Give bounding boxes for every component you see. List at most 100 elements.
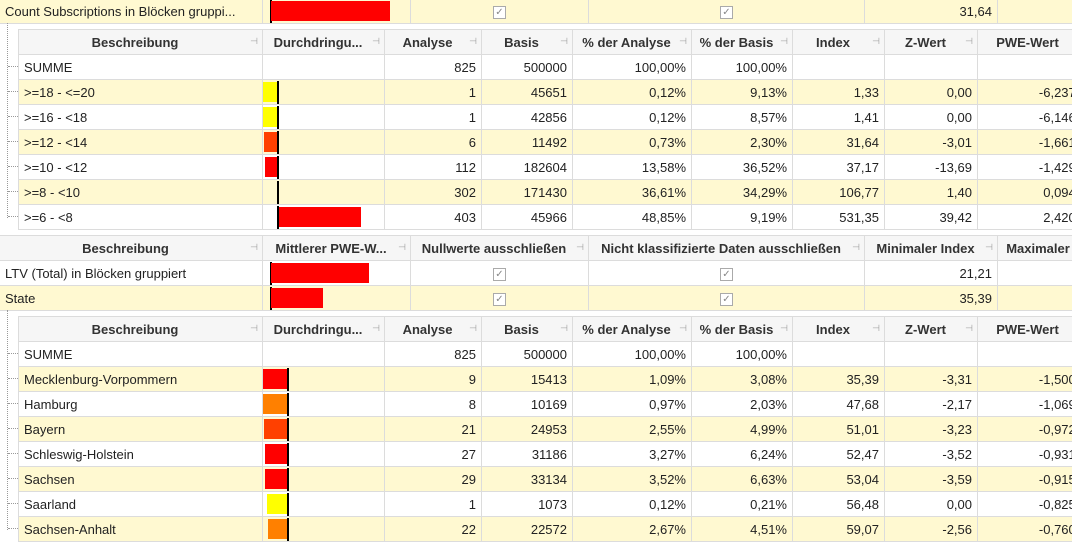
pin-icon[interactable]: ⊣ bbox=[985, 242, 993, 252]
row-label: Count Subscriptions in Blöcken gruppi... bbox=[0, 0, 263, 24]
bar-cell bbox=[262, 516, 385, 542]
column-header[interactable]: Minimaler Index ⊣ bbox=[864, 235, 998, 261]
pin-icon[interactable]: ⊣ bbox=[372, 36, 380, 46]
table-row[interactable]: Schleswig-Holstein 27 31186 3,27% 6,24% 52,47… bbox=[18, 441, 1072, 467]
checkbox-cell: ✓ bbox=[588, 0, 865, 24]
table-row[interactable]: >=10 - <12 112 182604 13,58% 36,52% 37,17 -13,… bbox=[18, 154, 1072, 180]
checkbox[interactable]: ✓ bbox=[720, 292, 733, 306]
min-index-cell: 31,64 bbox=[864, 0, 998, 24]
bar-axis bbox=[277, 156, 279, 179]
penetration-bar bbox=[266, 494, 287, 514]
column-header[interactable]: Mittlerer PWE-W... ⊣ bbox=[262, 235, 411, 261]
z-wert-cell: -2,17 bbox=[884, 391, 978, 417]
column-header[interactable]: Beschreibung ⊣ bbox=[18, 316, 263, 342]
table-row[interactable]: >=8 - <10 302 171430 36,61% 34,29% 106,77 1,40… bbox=[18, 179, 1072, 205]
column-header-label: % der Analyse bbox=[582, 321, 671, 337]
column-header[interactable]: % der Analyse ⊣ bbox=[572, 29, 692, 55]
analyse-cell: 302 bbox=[384, 179, 482, 205]
analyse-cell: 21 bbox=[384, 416, 482, 442]
pct-analyse-cell: 2,55% bbox=[572, 416, 692, 442]
pin-icon[interactable]: ⊣ bbox=[965, 36, 973, 46]
table-row[interactable]: >=16 - <18 1428560,12%8,57%1,410,00-6,146… bbox=[18, 104, 1072, 130]
pin-icon[interactable]: ⊣ bbox=[469, 323, 477, 333]
column-header[interactable]: PWE-Wert⊣ bbox=[977, 316, 1072, 342]
outer-row[interactable]: LTV (Total) in Blöcken gruppiert ✓ ✓ 21,21 bbox=[0, 260, 1072, 286]
column-header[interactable]: PWE-Wert⊣ bbox=[977, 29, 1072, 55]
table-row[interactable]: SUMME 825 500000 100,00% 100,00% bbox=[18, 54, 1072, 80]
bar-cell bbox=[262, 0, 411, 24]
pin-icon[interactable]: ⊣ bbox=[965, 323, 973, 333]
outer-row[interactable]: Count Subscriptions in Blöcken gruppi...… bbox=[0, 0, 1072, 24]
pin-icon[interactable]: ⊣ bbox=[250, 242, 258, 252]
pin-icon[interactable]: ⊣ bbox=[872, 36, 880, 46]
column-header[interactable]: Analyse ⊣ bbox=[384, 29, 482, 55]
z-wert-cell: 0,00 bbox=[884, 491, 978, 517]
column-header[interactable]: Durchdringu... ⊣ bbox=[262, 29, 385, 55]
pin-icon[interactable]: ⊣ bbox=[780, 323, 788, 333]
checkbox-cell: ✓ bbox=[410, 0, 589, 24]
table-row[interactable]: Mecklenburg-Vorpommern 9 15413 1,09% 3,08% 35… bbox=[18, 366, 1072, 392]
tree-connector bbox=[8, 478, 18, 479]
pin-icon[interactable]: ⊣ bbox=[576, 242, 584, 252]
pin-icon[interactable]: ⊣ bbox=[780, 36, 788, 46]
tree-line bbox=[7, 310, 8, 530]
pct-analyse-cell: 36,61% bbox=[572, 179, 692, 205]
pin-icon[interactable]: ⊣ bbox=[679, 323, 687, 333]
checkbox[interactable]: ✓ bbox=[493, 267, 506, 281]
column-header[interactable]: Durchdringu... ⊣ bbox=[262, 316, 385, 342]
pwe-wert-cell: -1,0698 bbox=[977, 391, 1072, 417]
pin-icon[interactable]: ⊣ bbox=[872, 323, 880, 333]
z-wert-cell bbox=[884, 54, 978, 80]
table-row[interactable]: >=6 - <8 403 45966 48,85% 9,19% 531,35 39,42 2,… bbox=[18, 204, 1072, 230]
column-header[interactable]: Analyse ⊣ bbox=[384, 316, 482, 342]
column-header[interactable]: Maximaler⊣ bbox=[997, 235, 1072, 261]
column-header[interactable]: Index ⊣ bbox=[792, 316, 885, 342]
column-header[interactable]: % der Basis ⊣ bbox=[691, 316, 793, 342]
column-header[interactable]: % der Basis ⊣ bbox=[691, 29, 793, 55]
column-header[interactable]: Beschreibung ⊣ bbox=[0, 235, 263, 261]
column-header[interactable]: Basis ⊣ bbox=[481, 316, 573, 342]
column-header[interactable]: % der Analyse ⊣ bbox=[572, 316, 692, 342]
table-row[interactable]: >=12 - <14 6 11492 0,73% 2,30% 31,64 -3,01 -1,6… bbox=[18, 129, 1072, 155]
pin-icon[interactable]: ⊣ bbox=[469, 36, 477, 46]
table-row[interactable]: >=18 - <=20 1 45651 0,12% 9,13% 1,33 0,00 -6,23… bbox=[18, 79, 1072, 105]
z-wert-cell: 39,42 bbox=[884, 204, 978, 230]
column-header-label: Beschreibung bbox=[91, 34, 179, 50]
penetration-bar bbox=[264, 157, 277, 177]
table-row[interactable]: Sachsen 29331343,52%6,63%53,04-3,59-0,915… bbox=[18, 466, 1072, 492]
pin-icon[interactable]: ⊣ bbox=[398, 242, 406, 252]
pin-icon[interactable]: ⊣ bbox=[372, 323, 380, 333]
bar-cell bbox=[262, 391, 385, 417]
checkbox[interactable]: ✓ bbox=[493, 5, 506, 19]
column-header[interactable]: Beschreibung ⊣ bbox=[18, 29, 263, 55]
pin-icon[interactable]: ⊣ bbox=[679, 36, 687, 46]
column-header[interactable]: Z-Wert ⊣ bbox=[884, 29, 978, 55]
checkbox-cell: ✓ bbox=[410, 260, 589, 286]
pin-icon[interactable]: ⊣ bbox=[560, 323, 568, 333]
bar-cell bbox=[262, 260, 411, 286]
penetration-bar bbox=[279, 207, 361, 227]
table-row[interactable]: SUMME 825 500000 100,00% 100,00% bbox=[18, 341, 1072, 367]
column-header[interactable]: Index ⊣ bbox=[792, 29, 885, 55]
row-label: Sachsen bbox=[18, 466, 263, 492]
table-row[interactable]: Sachsen-Anhalt 22 22572 2,67% 4,51% 59,07 -2,5… bbox=[18, 516, 1072, 542]
penetration-bar bbox=[263, 82, 277, 102]
pin-icon[interactable]: ⊣ bbox=[250, 323, 258, 333]
pct-analyse-cell: 100,00% bbox=[572, 341, 692, 367]
pct-basis-cell: 34,29% bbox=[691, 179, 793, 205]
column-header[interactable]: Z-Wert ⊣ bbox=[884, 316, 978, 342]
column-header[interactable]: Basis ⊣ bbox=[481, 29, 573, 55]
outer-row[interactable]: State ✓ ✓ 35,39 bbox=[0, 285, 1072, 311]
pin-icon[interactable]: ⊣ bbox=[560, 36, 568, 46]
column-header[interactable]: Nicht klassifizierte Daten ausschließen ⊣ bbox=[588, 235, 865, 261]
checkbox[interactable]: ✓ bbox=[493, 292, 506, 306]
checkbox[interactable]: ✓ bbox=[720, 267, 733, 281]
pin-icon[interactable]: ⊣ bbox=[852, 242, 860, 252]
checkbox[interactable]: ✓ bbox=[720, 5, 733, 19]
column-header[interactable]: Nullwerte ausschließen ⊣ bbox=[410, 235, 589, 261]
pin-icon[interactable]: ⊣ bbox=[250, 36, 258, 46]
index-cell: 106,77 bbox=[792, 179, 885, 205]
